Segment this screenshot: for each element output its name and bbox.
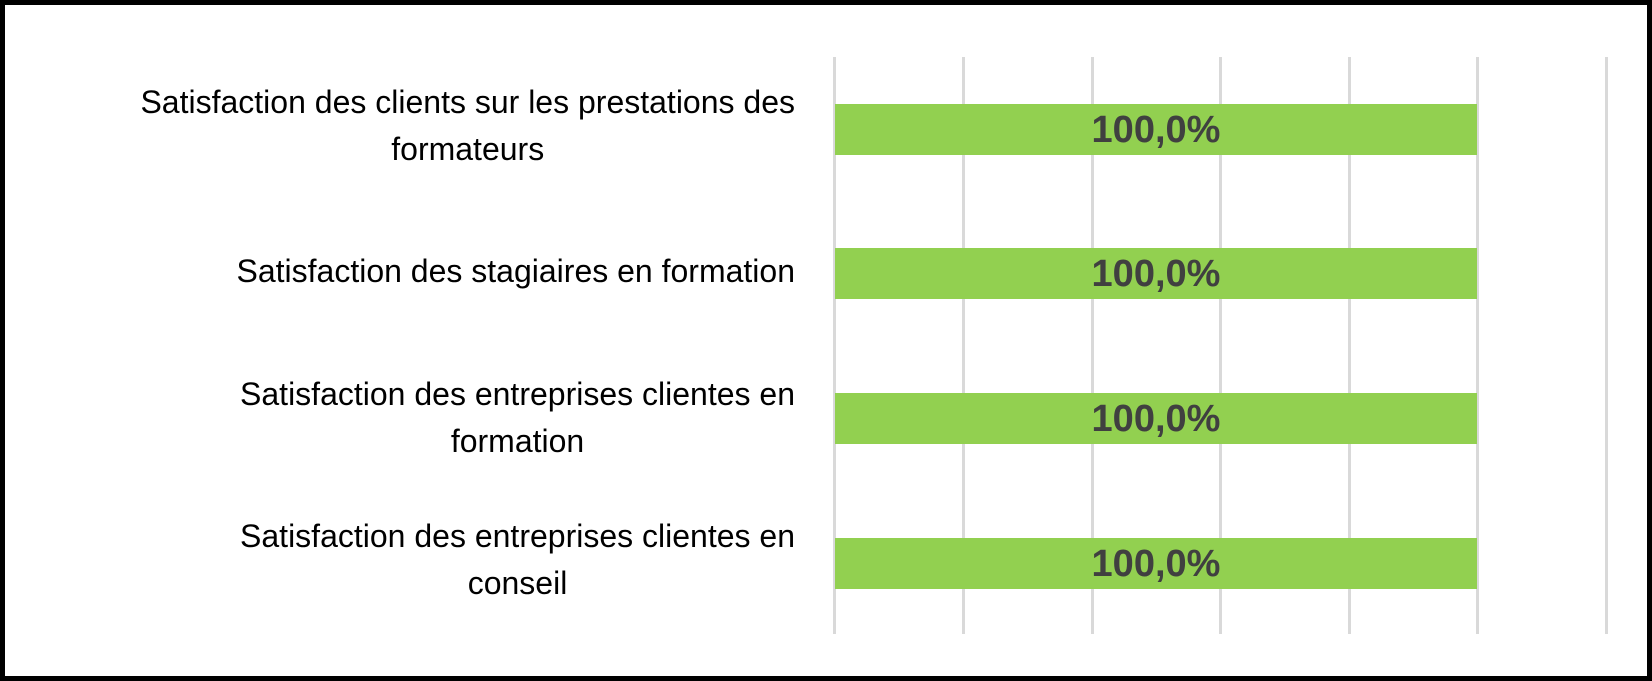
gridline-0pct: [833, 57, 836, 634]
bar-value-label: 100,0%: [1091, 252, 1221, 295]
bar-value-label: 100,0%: [1091, 108, 1221, 151]
category-label-line: Satisfaction des entreprises clientes en: [240, 376, 795, 412]
category-label: Satisfaction des clients sur les prestat…: [140, 79, 795, 173]
bar-satisfaction-entreprises-clientes-conseil: 100,0%: [835, 538, 1477, 589]
bar-chart: 100,0% 100,0% 100,0% 100,0% Satisfaction…: [5, 5, 1647, 676]
gridline-60pct: [1219, 57, 1222, 634]
bar-satisfaction-entreprises-clientes-formation: 100,0%: [835, 393, 1477, 444]
gridline-100pct: [1476, 57, 1479, 634]
category-label-line: Satisfaction des stagiaires en formation: [236, 253, 795, 289]
bar-satisfaction-clients-prestations-formateurs: 100,0%: [835, 104, 1477, 155]
bar-satisfaction-stagiaires-formation: 100,0%: [835, 248, 1477, 299]
category-label-line: formation: [450, 423, 585, 459]
category-label-line: Satisfaction des clients sur les prestat…: [140, 84, 795, 120]
bar-value-label: 100,0%: [1091, 397, 1221, 440]
category-label-line: conseil: [467, 565, 568, 601]
gridline-20pct: [962, 57, 965, 634]
category-label: Satisfaction des stagiaires en formation: [236, 248, 795, 295]
category-label: Satisfaction des entreprises clientes en…: [240, 513, 795, 607]
bar-value-label: 100,0%: [1091, 542, 1221, 585]
gridline-80pct: [1348, 57, 1351, 634]
category-label-line: formateurs: [391, 131, 545, 167]
gridline-40pct: [1091, 57, 1094, 634]
category-label: Satisfaction des entreprises clientes en…: [240, 371, 795, 465]
gridline-120pct: [1605, 57, 1608, 634]
category-label-line: Satisfaction des entreprises clientes en: [240, 518, 795, 554]
